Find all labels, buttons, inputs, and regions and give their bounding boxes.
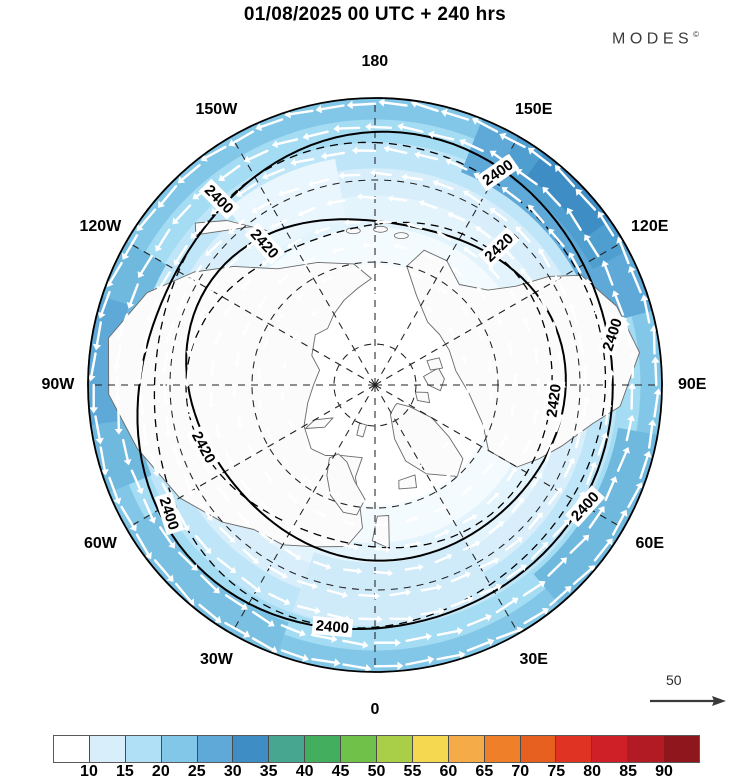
longitude-label: 90W (41, 376, 75, 393)
longitude-label: 150W (195, 101, 238, 119)
colorbar-cell (484, 736, 521, 762)
longitude-label: 150E (515, 101, 553, 119)
colorbar-cell (592, 736, 629, 762)
colorbar-cell (161, 736, 198, 762)
longitude-label: 90E (678, 376, 707, 393)
colorbar-tick-label: 55 (403, 763, 422, 780)
colorbar-tick-label: 90 (655, 763, 673, 780)
colorbar-tick-label: 65 (475, 763, 494, 780)
colorbar-tick-label: 70 (511, 763, 530, 780)
colorbar-cell (664, 736, 700, 762)
colorbar-cell (448, 736, 485, 762)
colorbar-cell (125, 736, 162, 762)
colorbar-cell (54, 736, 90, 762)
colorbar (53, 735, 700, 763)
longitude-label: 30E (519, 650, 548, 668)
colorbar-cell (377, 736, 413, 762)
longitude-label: 120W (79, 217, 122, 235)
colorbar-tick-label: 20 (151, 763, 170, 780)
longitude-label: 180 (361, 53, 389, 70)
copyright-mark: © (693, 30, 700, 39)
longitude-label: 120E (631, 217, 669, 235)
longitude-label: 0 (370, 701, 380, 718)
colorbar-cell (269, 736, 306, 762)
modes-logo-text: MODES (612, 30, 694, 48)
colorbar-tick-label: 80 (583, 763, 602, 780)
colorbar-tick-label: 40 (295, 763, 314, 780)
colorbar-tick-label: 30 (223, 763, 242, 780)
reference-vector: 50 (648, 672, 738, 716)
reference-vector-label: 50 (666, 672, 682, 688)
colorbar-tick-label: 50 (367, 763, 386, 780)
colorbar-cell (341, 736, 378, 762)
colorbar-tick-label: 85 (619, 763, 638, 780)
colorbar-tick-label: 35 (259, 763, 278, 780)
colorbar-ticks: 10 15 20 25 30 35 40 45 50 55 60 65 70 75 80 85 90 (0, 763, 750, 782)
colorbar-tick-label: 10 (80, 763, 98, 780)
colorbar-cell (628, 736, 665, 762)
colorbar-cell (89, 736, 126, 762)
colorbar-tick-label: 45 (331, 763, 350, 780)
modes-logo: MODES© (612, 30, 699, 48)
colorbar-tick-label: 15 (115, 763, 134, 780)
contour-label: 2420 (543, 383, 564, 418)
reference-arrow-icon (650, 696, 726, 706)
page-title: 01/08/2025 00 UTC + 240 hrs (243, 4, 507, 25)
colorbar-tick-label: 75 (547, 763, 566, 780)
colorbar-cell (305, 736, 342, 762)
colorbar-tick-label: 25 (187, 763, 206, 780)
colorbar-tick-label: 60 (439, 763, 458, 780)
longitude-label: 60E (635, 534, 664, 552)
polar-map-plot: 2400 2400 2400 2400 2400 2400 2420 2420 2420 2420… (0, 28, 750, 718)
longitude-label: 60W (83, 534, 117, 552)
colorbar-cell (233, 736, 270, 762)
colorbar-cell (197, 736, 234, 762)
colorbar-cell (556, 736, 593, 762)
colorbar-cell (520, 736, 557, 762)
colorbar-cell (412, 736, 449, 762)
contour-label: 2400 (315, 617, 350, 637)
longitude-label: 30W (200, 650, 233, 668)
